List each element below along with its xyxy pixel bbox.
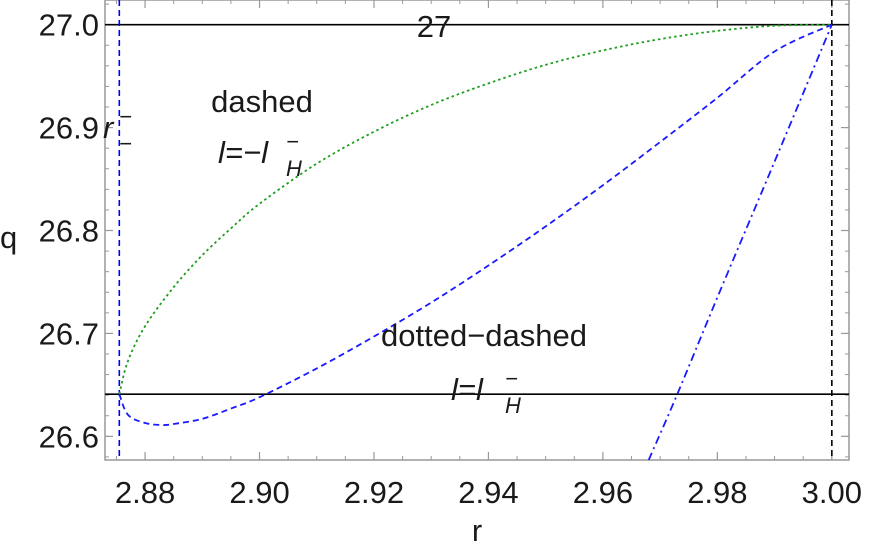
dashed-formula-sup: − xyxy=(286,129,299,154)
top-value-label: 27 xyxy=(417,9,451,44)
r-minus-label: r − − xyxy=(103,104,132,156)
x-tick-label: 2.96 xyxy=(573,475,633,510)
r-minus-sub: − xyxy=(119,131,132,156)
x-tick-labels: 2.88 2.90 2.92 2.94 2.96 2.98 3.00 xyxy=(115,475,862,510)
dashed-formula: l=−l − H xyxy=(218,129,302,181)
dotdash-formula-main: l=l xyxy=(451,372,484,407)
x-tick-label: 2.88 xyxy=(115,475,175,510)
dashed-title: dashed xyxy=(211,84,313,119)
y-tick-label: 26.7 xyxy=(39,316,99,351)
x-tick-label: 3.00 xyxy=(802,475,862,510)
x-axis-title: r xyxy=(472,513,482,548)
r-minus-main: r xyxy=(103,110,115,145)
reference-lines xyxy=(105,0,849,460)
y-tick-labels: 26.6 26.7 26.8 26.9 27.0 xyxy=(39,8,99,455)
series-dotted-line xyxy=(118,23,832,395)
x-tick-label: 2.90 xyxy=(229,475,289,510)
dotdash-formula-sup: − xyxy=(505,366,518,391)
x-tick-label: 2.98 xyxy=(687,475,747,510)
y-axis-title: q xyxy=(0,220,17,255)
y-tick-label: 26.6 xyxy=(39,419,99,454)
y-tick-label: 26.8 xyxy=(39,214,99,249)
dotdash-formula-sub: H xyxy=(505,393,521,418)
y-tick-label: 27.0 xyxy=(39,8,99,43)
dotdash-formula: l=l − H xyxy=(451,366,521,418)
x-tick-label: 2.94 xyxy=(458,475,518,510)
r-minus-sup: − xyxy=(119,104,132,129)
series-group xyxy=(118,23,833,460)
x-tick-label: 2.92 xyxy=(344,475,404,510)
dotdash-title: dotted−dashed xyxy=(381,318,587,353)
dashed-formula-main: l=−l xyxy=(218,135,269,170)
dashed-formula-sub: H xyxy=(286,156,302,181)
y-tick-label: 26.9 xyxy=(39,111,99,146)
